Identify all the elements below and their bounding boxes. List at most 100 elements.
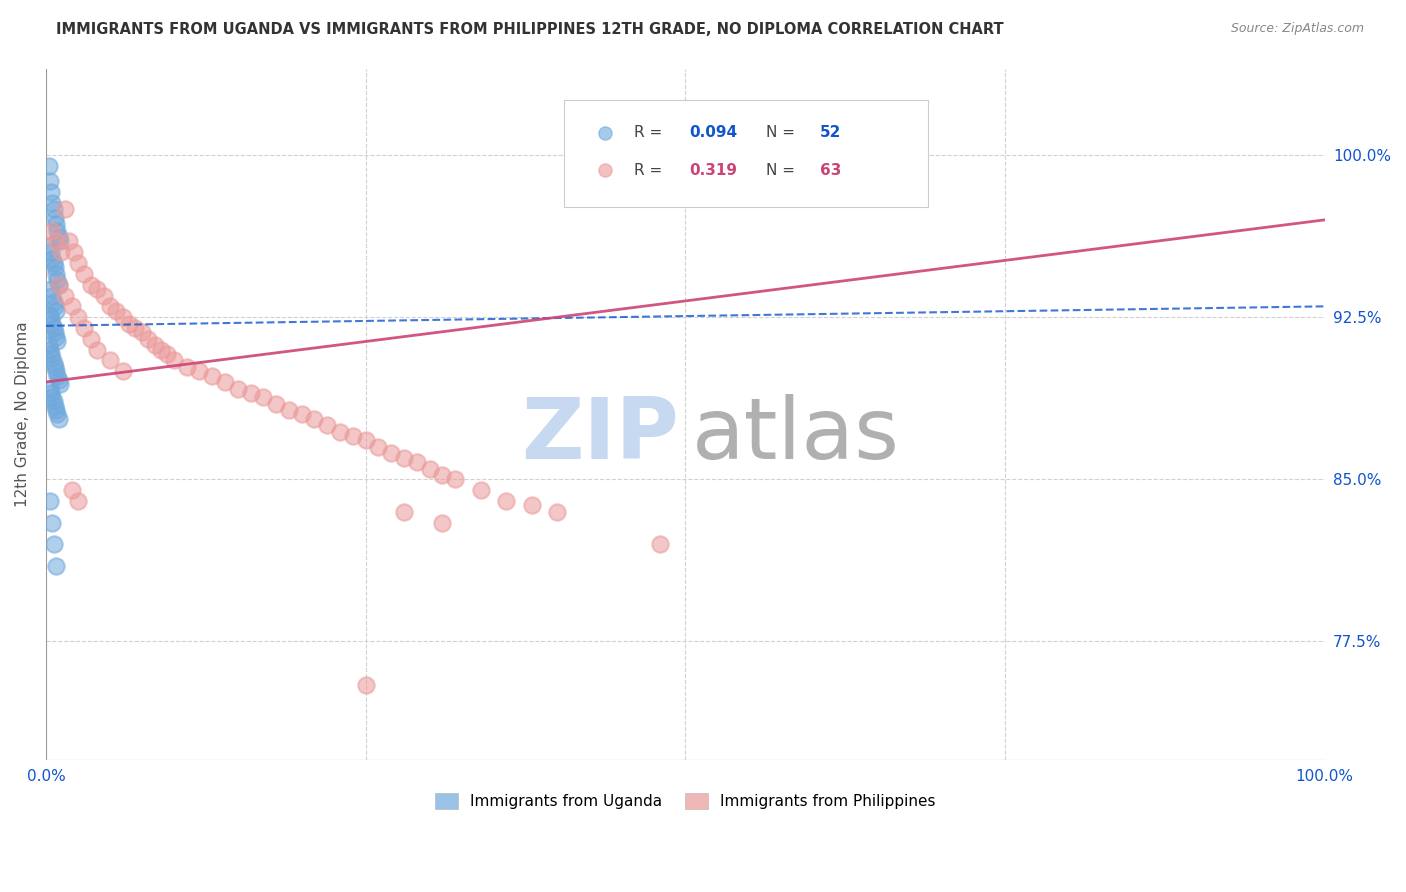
Point bbox=[58, 235, 80, 249]
Point bbox=[38, 494, 60, 508]
Point bbox=[329, 425, 352, 439]
Text: N =: N = bbox=[766, 126, 800, 140]
Point bbox=[46, 224, 69, 238]
Point bbox=[41, 317, 63, 331]
Text: ZIP: ZIP bbox=[522, 393, 679, 476]
Point bbox=[48, 230, 70, 244]
Point bbox=[42, 202, 65, 216]
FancyBboxPatch shape bbox=[564, 100, 928, 207]
Point bbox=[42, 355, 65, 369]
Point bbox=[252, 390, 274, 404]
Point bbox=[66, 494, 89, 508]
Point bbox=[93, 288, 115, 302]
Point bbox=[45, 267, 67, 281]
Point bbox=[66, 256, 89, 270]
Point bbox=[131, 326, 153, 340]
Legend: Immigrants from Uganda, Immigrants from Philippines: Immigrants from Uganda, Immigrants from … bbox=[429, 787, 942, 815]
Point bbox=[45, 329, 67, 343]
Point bbox=[45, 403, 67, 417]
Point bbox=[188, 364, 211, 378]
Point bbox=[44, 359, 66, 374]
Point bbox=[111, 364, 134, 378]
Point bbox=[593, 466, 616, 480]
Point bbox=[44, 326, 66, 340]
Point bbox=[38, 382, 60, 396]
Point bbox=[42, 256, 65, 270]
Point bbox=[201, 368, 224, 383]
Point bbox=[41, 288, 63, 302]
Point bbox=[60, 483, 83, 497]
Point bbox=[45, 217, 67, 231]
Point bbox=[163, 353, 186, 368]
Point bbox=[41, 252, 63, 266]
Point bbox=[80, 332, 103, 346]
Text: IMMIGRANTS FROM UGANDA VS IMMIGRANTS FROM PHILIPPINES 12TH GRADE, NO DIPLOMA COR: IMMIGRANTS FROM UGANDA VS IMMIGRANTS FRO… bbox=[56, 22, 1004, 37]
Point bbox=[48, 277, 70, 292]
Text: R =: R = bbox=[634, 126, 668, 140]
Point bbox=[46, 334, 69, 348]
Point bbox=[136, 332, 159, 346]
Point bbox=[277, 403, 299, 417]
Point bbox=[66, 310, 89, 325]
Text: atlas: atlas bbox=[692, 393, 900, 476]
Point bbox=[316, 418, 339, 433]
Point bbox=[46, 368, 69, 383]
Point bbox=[156, 347, 179, 361]
Point bbox=[214, 375, 236, 389]
Point bbox=[432, 516, 454, 530]
Point bbox=[42, 295, 65, 310]
Point bbox=[39, 312, 62, 326]
Point bbox=[405, 455, 427, 469]
Point bbox=[41, 516, 63, 530]
Point bbox=[48, 373, 70, 387]
Text: 0.319: 0.319 bbox=[689, 162, 737, 178]
Point bbox=[73, 321, 96, 335]
Point bbox=[53, 202, 76, 216]
Point bbox=[51, 245, 73, 260]
Point bbox=[143, 338, 166, 352]
Point bbox=[44, 211, 66, 225]
Point bbox=[98, 299, 121, 313]
Point bbox=[39, 347, 62, 361]
Point bbox=[105, 303, 128, 318]
Point bbox=[354, 678, 377, 692]
Point bbox=[48, 277, 70, 292]
Point bbox=[46, 273, 69, 287]
Point bbox=[291, 408, 314, 422]
Point bbox=[38, 308, 60, 322]
Text: Source: ZipAtlas.com: Source: ZipAtlas.com bbox=[1230, 22, 1364, 36]
Point bbox=[470, 483, 492, 497]
Point bbox=[60, 299, 83, 313]
Point bbox=[380, 446, 402, 460]
Point bbox=[39, 282, 62, 296]
Point bbox=[444, 472, 467, 486]
Point bbox=[38, 174, 60, 188]
Point bbox=[49, 377, 72, 392]
Point bbox=[44, 399, 66, 413]
Point bbox=[48, 411, 70, 425]
Point bbox=[45, 364, 67, 378]
Text: N =: N = bbox=[766, 162, 800, 178]
Point bbox=[419, 461, 441, 475]
Point bbox=[38, 343, 60, 357]
Text: 63: 63 bbox=[820, 162, 841, 178]
Point bbox=[38, 338, 60, 352]
Point bbox=[342, 429, 364, 443]
Point bbox=[495, 494, 517, 508]
Point bbox=[226, 382, 249, 396]
Point bbox=[42, 321, 65, 335]
Point bbox=[176, 359, 198, 374]
Point bbox=[73, 267, 96, 281]
Point bbox=[98, 353, 121, 368]
Point bbox=[86, 343, 108, 357]
Point bbox=[432, 467, 454, 482]
Point bbox=[49, 235, 72, 249]
Point bbox=[41, 224, 63, 238]
Point bbox=[44, 299, 66, 313]
Point bbox=[42, 537, 65, 551]
Point bbox=[41, 351, 63, 366]
Point bbox=[39, 385, 62, 400]
Text: 52: 52 bbox=[820, 126, 841, 140]
Point bbox=[80, 277, 103, 292]
Point bbox=[264, 397, 287, 411]
